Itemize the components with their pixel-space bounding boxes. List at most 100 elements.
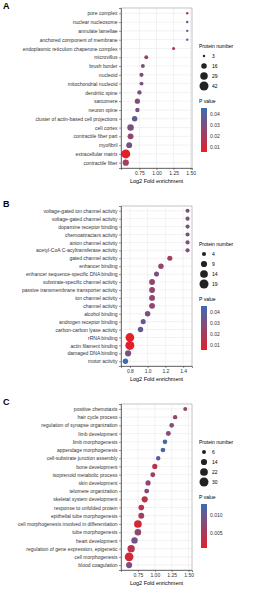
legend-label: 14: [212, 271, 218, 277]
y-tick: regulation of gene expression, epigeneti…: [26, 546, 121, 552]
point: [141, 319, 146, 324]
y-tick: motor activity: [88, 358, 121, 364]
point: [132, 116, 138, 122]
color-axis: 0.0100.005: [207, 505, 223, 549]
tick-mark: [119, 466, 121, 467]
tick-label: isoprenoid metabolic process: [53, 472, 118, 478]
y-tick: enhancer sequence-specific DNA binding: [26, 271, 121, 277]
x-tick: 1.50: [186, 168, 196, 176]
grid-line: [121, 361, 192, 362]
grid-line: [147, 206, 148, 366]
tick-label: ion channel activity: [75, 295, 118, 301]
colorbar-tick: 0.010: [207, 512, 223, 518]
tick-mark: [119, 499, 121, 500]
point: [144, 489, 149, 494]
panel: B0.81.01.21.4voltage-gated ion channel a…: [3, 199, 234, 382]
panel: C0.751.001.251.50positive chemotaxishair…: [3, 397, 234, 586]
plot-frame: [121, 404, 192, 570]
grid-line: [121, 297, 192, 298]
grid-line: [121, 118, 192, 119]
tick-mark: [119, 565, 121, 566]
tick-label: 0.010: [210, 512, 223, 518]
tick-mark: [119, 242, 121, 243]
legend-symbol: [200, 270, 208, 278]
tick-mark: [119, 48, 121, 49]
tick-label: contractile fiber: [84, 160, 118, 166]
point: [125, 553, 134, 562]
tick-mark: [207, 312, 209, 313]
grid-line: [121, 22, 192, 23]
point: [186, 12, 188, 14]
point: [135, 99, 140, 104]
tick-label: 0.8: [127, 368, 134, 374]
tick-label: 0.02: [210, 133, 220, 139]
grid-line: [121, 305, 192, 306]
y-tick: enhancer binding: [79, 263, 121, 269]
axis-line: [208, 307, 209, 351]
grid-line: [165, 206, 166, 366]
tick-label: telomere organization: [69, 488, 117, 494]
plot-frame: [121, 206, 192, 366]
legend-symbol: [203, 55, 205, 57]
y-tick: rRNA binding: [88, 335, 121, 341]
tick-mark: [119, 458, 121, 459]
tick-mark: [207, 114, 209, 115]
tick-mark: [119, 227, 121, 228]
legend-symbol: [200, 72, 207, 79]
tick-label: endoplasmic reticulum chaperone complex: [23, 46, 118, 52]
y-tick: alcohol binding: [84, 311, 121, 317]
tick-label: acetyl-CoA C-acyltransferase activity: [36, 247, 118, 253]
tick-label: cluster of actin-based cell projections: [36, 116, 118, 122]
legend-label: 16: [212, 63, 218, 69]
tick-label: anion channel activity: [70, 240, 118, 246]
tick-mark: [119, 330, 121, 331]
grid-line: [121, 441, 192, 442]
y-tick: substrate-specific channel activity: [43, 279, 121, 285]
y-tick: dendritic spine: [85, 89, 121, 95]
tick-mark: [119, 475, 121, 476]
legend-symbol: [200, 478, 209, 487]
tick-label: skeletal system development: [53, 496, 118, 502]
tick-label: 0.04: [210, 309, 220, 315]
colorbar-tick: 0.02: [207, 331, 220, 337]
grid-line: [121, 532, 192, 533]
grid-line: [121, 289, 192, 290]
tick-label: 1.4: [180, 368, 187, 374]
x-tick: 1.2: [162, 366, 169, 374]
grid-line: [121, 109, 192, 110]
tick-label: 0.02: [210, 331, 220, 337]
tick-label: 0.75: [135, 170, 145, 176]
x-tick: 1.00: [150, 570, 160, 578]
point: [138, 513, 144, 519]
grid-line: [121, 226, 192, 227]
y-tick: annulate lamellae: [78, 28, 121, 34]
y-tick: dopamine receptor binding: [58, 224, 121, 230]
y-axis: pore complexnuclear nucleosomeannulate l…: [23, 9, 122, 169]
tick-mark: [119, 266, 121, 267]
size-legend: Protein number3162942: [199, 43, 234, 91]
y-tick: skin development: [79, 480, 121, 486]
x-tick: 0.75: [134, 570, 144, 578]
tick-label: blood coagulation: [78, 562, 117, 568]
tick-mark: [119, 425, 121, 426]
grid-line: [121, 417, 192, 418]
tick-mark: [119, 235, 121, 236]
tick-label: nucleoid: [99, 72, 118, 78]
point: [185, 217, 189, 221]
tick-label: hair cycle process: [77, 414, 118, 420]
color-axis: 0.040.030.020.01: [207, 307, 220, 351]
y-tick: regulation of synapse organization: [41, 422, 121, 428]
grid-line: [121, 523, 192, 524]
tick-mark: [119, 491, 121, 492]
grid: [121, 8, 192, 168]
point: [163, 439, 168, 444]
tick-mark: [119, 508, 121, 509]
grid-line: [121, 153, 192, 154]
color-legend: P value0.040.030.020.01: [199, 296, 220, 351]
y-tick: anion channel activity: [70, 240, 121, 246]
tick-label: chemoattractant activity: [65, 232, 118, 238]
tick-mark: [119, 516, 121, 517]
grid-line: [121, 162, 192, 163]
tick-label: response to unfolded protein: [54, 505, 118, 511]
grid-line: [121, 353, 192, 354]
